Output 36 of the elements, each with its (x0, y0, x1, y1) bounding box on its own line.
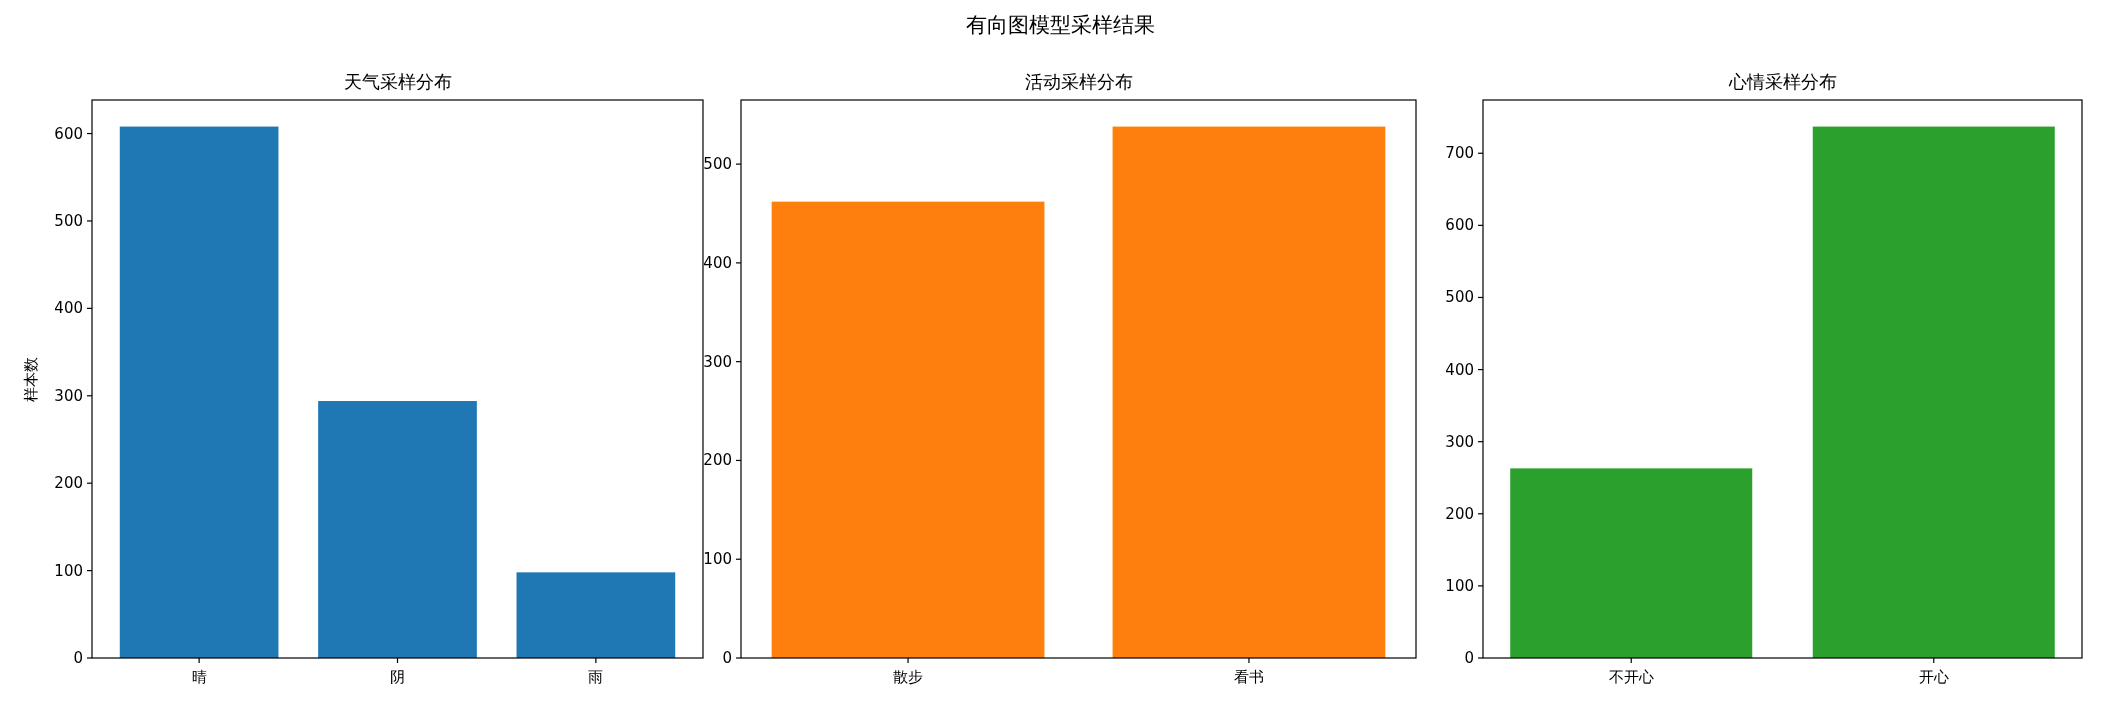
y-tick-label: 200 (1445, 504, 1474, 523)
y-tick-label: 0 (73, 649, 83, 667)
chart-title: 天气采样分布 (343, 71, 452, 92)
chart-title: 心情采样分布 (1727, 71, 1837, 92)
y-tick-label: 500 (54, 211, 83, 230)
y-tick-label: 500 (703, 155, 732, 174)
x-tick-label: 散步 (893, 668, 924, 686)
y-tick-label: 400 (54, 299, 83, 318)
y-tick-label: 300 (1445, 432, 1474, 451)
y-tick-label: 100 (54, 561, 83, 580)
y-tick-label: 600 (54, 124, 83, 143)
x-tick-label: 雨 (588, 668, 604, 686)
bar (516, 572, 676, 658)
bar (119, 126, 279, 658)
text: 有向图模型采样结果 (965, 13, 1155, 37)
x-tick-label: 阴 (390, 668, 405, 686)
y-tick-label: 0 (1464, 649, 1474, 667)
y-tick-label: 700 (1445, 144, 1474, 163)
y-axis-title: 样本数 (22, 356, 40, 402)
x-tick-label: 晴 (191, 668, 207, 686)
y-tick-label: 500 (1445, 288, 1474, 307)
chart-title: 活动采样分布 (1024, 71, 1133, 92)
x-tick-label: 开心 (1918, 668, 1949, 686)
y-tick-label: 400 (703, 253, 732, 272)
x-tick-label: 看书 (1233, 668, 1264, 686)
y-tick-label: 300 (54, 386, 83, 405)
y-tick-label: 200 (703, 451, 732, 470)
y-tick-label: 200 (54, 474, 83, 493)
bar (318, 401, 477, 658)
y-tick-label: 400 (1445, 360, 1474, 379)
y-tick-label: 0 (722, 649, 732, 667)
y-tick-label: 600 (1445, 216, 1474, 235)
y-tick-label: 100 (1445, 576, 1474, 595)
y-tick-label: 300 (703, 352, 732, 371)
y-tick-label: 100 (703, 550, 732, 569)
x-tick-label: 不开心 (1608, 668, 1654, 686)
